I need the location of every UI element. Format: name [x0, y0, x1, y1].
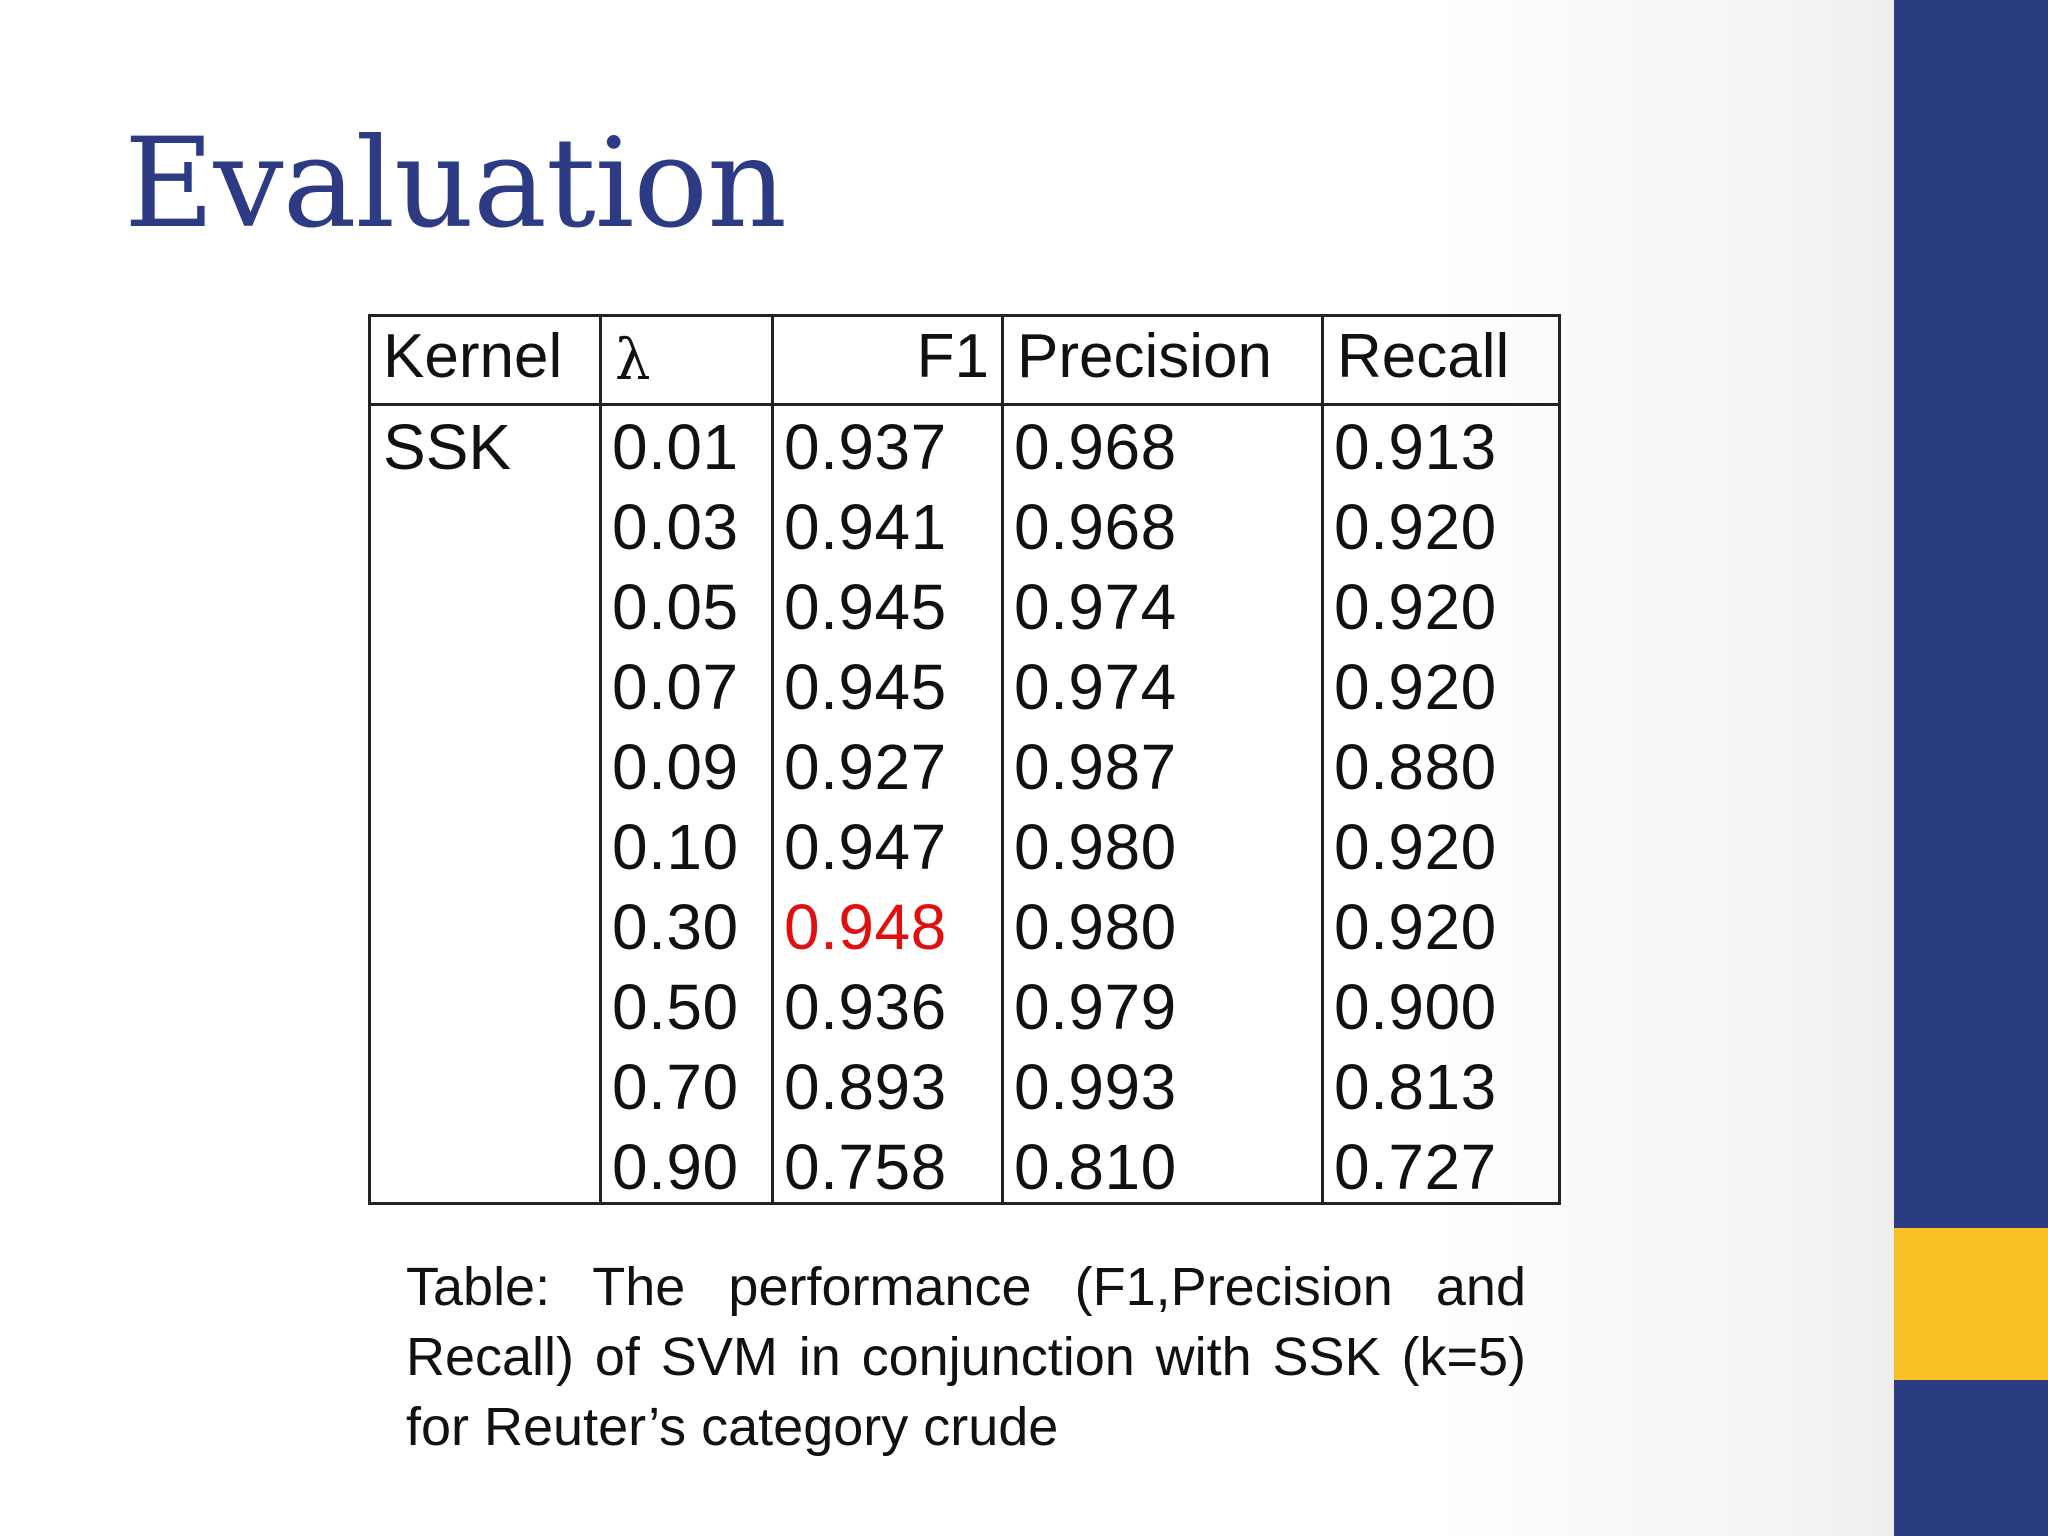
cell-f1: 0.927 [784, 731, 947, 803]
cell-recall: 0.913 [1334, 411, 1497, 483]
header-precision: Precision [1017, 322, 1272, 391]
cell-lambda: 0.03 [612, 491, 739, 563]
cell-precision: 0.974 [1014, 651, 1177, 723]
cell-f1: 0.948 [784, 891, 947, 963]
cell-f1: 0.941 [784, 491, 947, 563]
cell-recall: 0.727 [1334, 1131, 1497, 1203]
cell-precision: 0.980 [1014, 891, 1177, 963]
cell-precision: 0.980 [1014, 811, 1177, 883]
cell-recall: 0.920 [1334, 571, 1497, 643]
table-column-divider [599, 317, 602, 1202]
table-column-divider [1001, 317, 1004, 1202]
cell-f1: 0.945 [784, 651, 947, 723]
table-column-divider [1321, 317, 1324, 1202]
cell-lambda: 0.05 [612, 571, 739, 643]
cell-lambda: 0.50 [612, 971, 739, 1043]
cell-f1: 0.758 [784, 1131, 947, 1203]
cell-lambda: 0.01 [612, 411, 739, 483]
sidebar-accent-block [1894, 1228, 2048, 1380]
cell-recall: 0.900 [1334, 971, 1497, 1043]
cell-lambda: 0.90 [612, 1131, 739, 1203]
cell-lambda: 0.70 [612, 1051, 739, 1123]
table-header-divider [371, 403, 1558, 406]
header-kernel: Kernel [383, 322, 563, 391]
slide-title: Evaluation [124, 112, 787, 256]
cell-f1: 0.893 [784, 1051, 947, 1123]
table-caption: Table: The performance (F1,Precision and… [406, 1257, 1526, 1457]
cell-precision: 0.810 [1014, 1131, 1177, 1203]
results-table: Kernel λ F1 Precision Recall SSK 0.01 0.9… [368, 314, 1561, 1205]
table-column-divider [771, 317, 774, 1202]
cell-recall: 0.920 [1334, 891, 1497, 963]
cell-recall: 0.920 [1334, 491, 1497, 563]
header-f1: F1 [916, 322, 989, 391]
cell-recall: 0.813 [1334, 1051, 1497, 1123]
cell-precision: 0.993 [1014, 1051, 1177, 1123]
cell-precision: 0.968 [1014, 491, 1177, 563]
cell-recall: 0.880 [1334, 731, 1497, 803]
cell-f1: 0.936 [784, 971, 947, 1043]
cell-recall: 0.920 [1334, 811, 1497, 883]
header-lambda: λ [615, 328, 651, 393]
cell-lambda: 0.09 [612, 731, 739, 803]
cell-precision: 0.968 [1014, 411, 1177, 483]
cell-recall: 0.920 [1334, 651, 1497, 723]
cell-lambda: 0.07 [612, 651, 739, 723]
kernel-name: SSK [383, 411, 512, 483]
cell-f1: 0.945 [784, 571, 947, 643]
header-recall: Recall [1337, 322, 1510, 391]
cell-precision: 0.979 [1014, 971, 1177, 1043]
cell-f1: 0.947 [784, 811, 947, 883]
cell-lambda: 0.10 [612, 811, 739, 883]
cell-lambda: 0.30 [612, 891, 739, 963]
cell-f1: 0.937 [784, 411, 947, 483]
cell-precision: 0.987 [1014, 731, 1177, 803]
cell-precision: 0.974 [1014, 571, 1177, 643]
